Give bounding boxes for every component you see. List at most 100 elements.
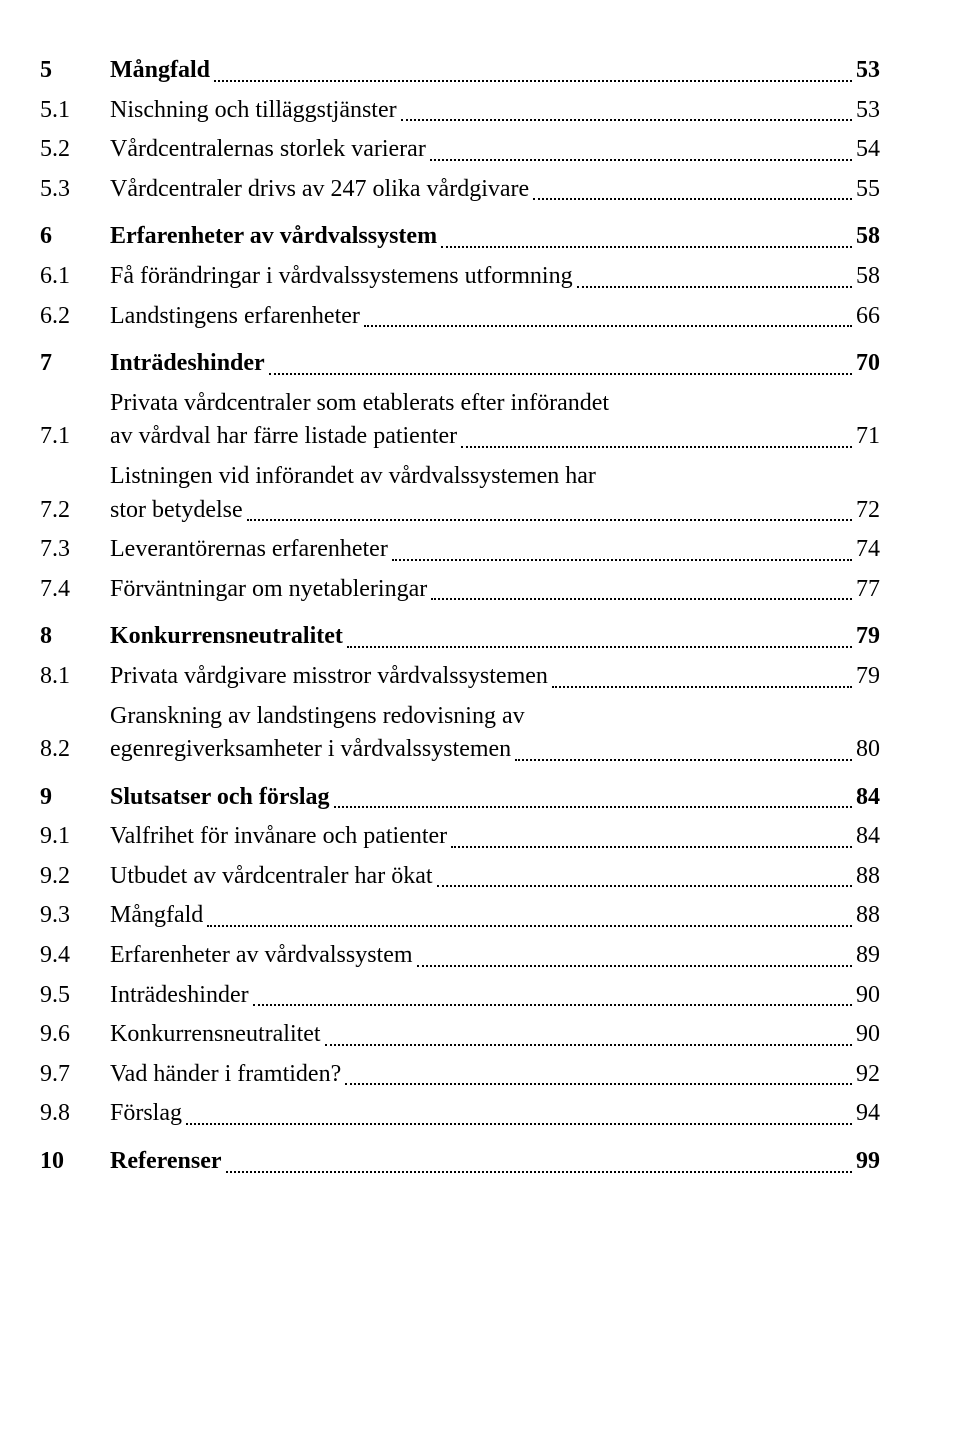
- toc-entry: 7.3Leverantörernas erfarenheter74: [40, 533, 880, 567]
- toc-entry-number: 5.3: [40, 173, 110, 207]
- toc-title-text: egenregiverksamheter i vårdvalssystemen: [110, 733, 511, 767]
- toc-entry-page: 90: [856, 979, 880, 1013]
- toc-entry: 9.2Utbudet av vårdcentraler har ökat88: [40, 860, 880, 894]
- toc-entry: 6.1Få förändringar i vårdvalssystemens u…: [40, 260, 880, 294]
- toc-entry-title: Referenser99: [110, 1145, 880, 1179]
- toc-entry-title: Granskning av landstingens redovisning a…: [110, 700, 880, 767]
- toc-title-text: Leverantörernas erfarenheter: [110, 533, 388, 567]
- toc-title-line: av vårdval har färre listade patienter71: [110, 420, 880, 454]
- toc-title-text: Vårdcentralernas storlek varierar: [110, 133, 426, 167]
- toc-entry: 9.7Vad händer i framtiden?92: [40, 1058, 880, 1092]
- toc-entry-page: 90: [856, 1018, 880, 1052]
- toc-entry-page: 79: [856, 620, 880, 654]
- toc-leader: [207, 924, 852, 927]
- toc-entry-number: 10: [40, 1145, 110, 1179]
- toc-title-text: Vad händer i framtiden?: [110, 1058, 341, 1092]
- toc-title-line: Vårdcentralernas storlek varierar54: [110, 133, 880, 167]
- toc-entry-number: 9.5: [40, 979, 110, 1013]
- toc-entry-title: Vårdcentralernas storlek varierar54: [110, 133, 880, 167]
- toc-title-text: Inträdeshinder: [110, 347, 265, 381]
- toc-entry-number: 9.6: [40, 1018, 110, 1052]
- toc-entry-number: 7.3: [40, 533, 110, 567]
- toc-entry-title: Slutsatser och förslag84: [110, 781, 880, 815]
- toc-entry-title: Förslag94: [110, 1097, 880, 1131]
- toc-title-line: Förväntningar om nyetableringar77: [110, 573, 880, 607]
- toc-title-line: Erfarenheter av vårdvalssystem89: [110, 939, 880, 973]
- toc-entry-title: Inträdeshinder 90: [110, 979, 880, 1013]
- toc-entry-title: Vårdcentraler drivs av 247 olika vårdgiv…: [110, 173, 880, 207]
- toc-entry-number: 7.2: [40, 494, 110, 528]
- toc-entry-page: 66: [856, 300, 880, 334]
- toc-title-line: Förslag94: [110, 1097, 880, 1131]
- toc-entry-number: 6.1: [40, 260, 110, 294]
- toc-entry: 8Konkurrensneutralitet79: [40, 620, 880, 654]
- toc-title-text: Erfarenheter av vårdvalssystem: [110, 220, 437, 254]
- toc-entry-page: 79: [856, 660, 880, 694]
- toc-entry-page: 55: [856, 173, 880, 207]
- toc-leader: [430, 158, 852, 161]
- toc-leader: [253, 1003, 852, 1006]
- toc-entry-page: 89: [856, 939, 880, 973]
- toc-entry-title: Valfrihet för invånare och patienter84: [110, 820, 880, 854]
- toc-entry-number: 6: [40, 220, 110, 254]
- toc-entry-title: Konkurrensneutralitet79: [110, 620, 880, 654]
- toc-entry: 7.4Förväntningar om nyetableringar77: [40, 573, 880, 607]
- toc-title-line: Få förändringar i vårdvalssystemens utfo…: [110, 260, 880, 294]
- toc-entry: 9.5Inträdeshinder 90: [40, 979, 880, 1013]
- toc-entry-title: Vad händer i framtiden? 92: [110, 1058, 880, 1092]
- toc-title-text: Inträdeshinder: [110, 979, 249, 1013]
- toc-title-text: Vårdcentraler drivs av 247 olika vårdgiv…: [110, 173, 529, 207]
- toc-title-line: Konkurrensneutralitet90: [110, 1018, 880, 1052]
- toc-title-text: stor betydelse: [110, 494, 243, 528]
- toc-entry: 5Mångfald53: [40, 54, 880, 88]
- toc-title-line: Nischning och tilläggstjänster53: [110, 94, 880, 128]
- toc-entry-number: 9.2: [40, 860, 110, 894]
- toc-entry-title: Utbudet av vårdcentraler har ökat88: [110, 860, 880, 894]
- toc-leader: [417, 964, 852, 967]
- toc-title-line: Landstingens erfarenheter 66: [110, 300, 880, 334]
- toc-entry: 9.1Valfrihet för invånare och patienter8…: [40, 820, 880, 854]
- toc-entry-number: 9.1: [40, 820, 110, 854]
- toc-entry: 8.2Granskning av landstingens redovisnin…: [40, 700, 880, 767]
- toc-entry-number: 7.4: [40, 573, 110, 607]
- toc-leader: [392, 558, 852, 561]
- toc-entry-page: 58: [856, 220, 880, 254]
- toc-leader: [347, 645, 852, 648]
- toc-title-text: Privata vårdcentraler som etablerats eft…: [110, 387, 609, 421]
- toc-entry-number: 6.2: [40, 300, 110, 334]
- toc-title-text: Nischning och tilläggstjänster: [110, 94, 397, 128]
- toc-leader: [552, 685, 852, 688]
- toc-title-line: Inträdeshinder 90: [110, 979, 880, 1013]
- toc-entry-number: 9: [40, 781, 110, 815]
- toc-entry-title: Mångfald53: [110, 54, 880, 88]
- toc-title-line: Listningen vid införandet av vårdvalssys…: [110, 460, 880, 494]
- toc-title-line: Privata vårdgivare misstror vårdvalssyst…: [110, 660, 880, 694]
- toc-title-text: Slutsatser och förslag: [110, 781, 330, 815]
- toc-leader: [533, 197, 852, 200]
- toc-leader: [247, 518, 852, 521]
- toc-entry: 5.1Nischning och tilläggstjänster53: [40, 94, 880, 128]
- toc-leader: [345, 1082, 852, 1085]
- toc-entry-title: Erfarenheter av vårdvalssystem 58: [110, 220, 880, 254]
- toc-entry-page: 92: [856, 1058, 880, 1092]
- toc-entry-title: Konkurrensneutralitet90: [110, 1018, 880, 1052]
- toc-title-text: Granskning av landstingens redovisning a…: [110, 700, 525, 734]
- toc-entry: 9.8Förslag94: [40, 1097, 880, 1131]
- toc-entry-number: 8.2: [40, 733, 110, 767]
- toc-entry-title: Privata vårdgivare misstror vårdvalssyst…: [110, 660, 880, 694]
- toc-entry-number: 5.1: [40, 94, 110, 128]
- toc-leader: [214, 79, 852, 82]
- toc-title-line: Vårdcentraler drivs av 247 olika vårdgiv…: [110, 173, 880, 207]
- toc-entry: 6Erfarenheter av vårdvalssystem 58: [40, 220, 880, 254]
- toc-entry-title: Landstingens erfarenheter 66: [110, 300, 880, 334]
- toc-title-line: Mångfald53: [110, 54, 880, 88]
- toc-leader: [226, 1170, 853, 1173]
- toc-title-text: Listningen vid införandet av vårdvalssys…: [110, 460, 596, 494]
- toc-leader: [431, 597, 852, 600]
- toc-title-text: Landstingens erfarenheter: [110, 300, 360, 334]
- toc-entry-page: 80: [856, 733, 880, 767]
- toc-title-line: Valfrihet för invånare och patienter84: [110, 820, 880, 854]
- toc-title-line: Granskning av landstingens redovisning a…: [110, 700, 880, 734]
- toc-entry: 5.3Vårdcentraler drivs av 247 olika vård…: [40, 173, 880, 207]
- toc-entry-page: 70: [856, 347, 880, 381]
